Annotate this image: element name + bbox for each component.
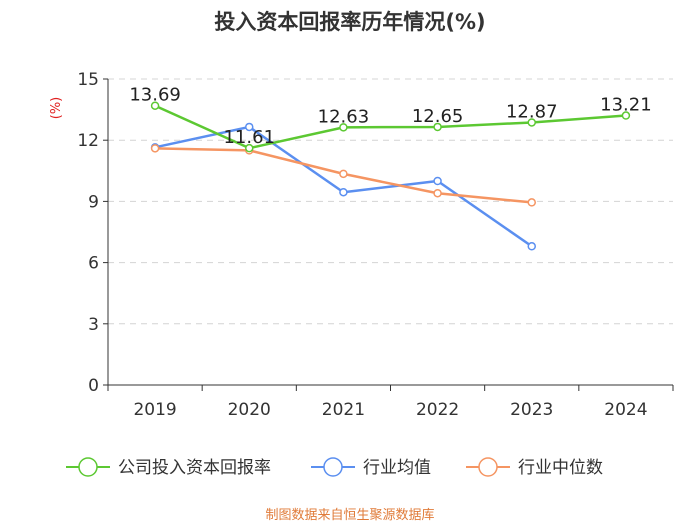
data-point-s0-2024[interactable] [621,111,631,120]
data-point-s2-2023[interactable] [527,198,536,207]
data-label-2019: 13.69 [129,85,181,106]
x-tick-label-2022: 2022 [416,400,459,420]
data-label-2020: 11.61 [223,127,275,148]
legend-marker-0 [78,457,98,477]
data-point-s0-2023[interactable] [527,118,536,127]
data-label-2021: 12.63 [318,106,370,127]
legend-marker-1 [323,457,343,477]
source-note: 制图数据来自恒生聚源数据库 [265,507,434,523]
series-layer [150,101,631,251]
data-point-s0-2019[interactable] [150,101,160,110]
y-axis-label: (%) [49,97,64,120]
x-tick-label-2019: 2019 [133,400,176,420]
series-line-1 [154,125,533,248]
legend-label-0: 公司投入资本回报率 [118,458,271,478]
data-label-2022: 12.65 [412,106,464,127]
data-point-s2-2021[interactable] [339,169,348,179]
data-point-s1-2020[interactable] [245,122,254,132]
data-labels: 13.69 11.61 12.63 12.65 12.87 13.21 [129,85,651,148]
x-tick-label-2024: 2024 [604,400,647,420]
data-point-s0-2022[interactable] [433,122,442,132]
data-label-2024: 13.21 [600,95,652,116]
x-tick-label-2023: 2023 [510,400,553,420]
y-tick-label-3: 3 [88,315,99,335]
data-label-2023: 12.87 [506,101,558,122]
data-point-s1-2022[interactable] [433,176,442,186]
data-point-s1-2021[interactable] [339,187,348,197]
data-point-s0-2020[interactable] [245,143,254,153]
legend-item-0[interactable]: 公司投入资本回报率 [66,457,271,478]
y-tick-label-15: 15 [77,70,99,90]
data-point-s2-2022[interactable] [433,188,442,198]
data-point-s0-2021[interactable] [339,123,348,132]
legend-label-2: 行业中位数 [518,458,603,478]
y-tick-label-6: 6 [88,254,99,274]
legend-item-1[interactable]: 行业均值 [311,457,431,478]
axes: 0 3 6 9 12 15 2019 2020 2021 2022 2023 2024 [77,70,674,420]
x-tick-label-2021: 2021 [322,400,365,420]
y-tick-label-12: 12 [77,131,99,151]
data-point-s2-2019[interactable] [150,144,160,153]
grid [108,78,673,325]
legend-item-2[interactable]: 行业中位数 [466,457,603,478]
legend-marker-2 [478,457,498,477]
x-tick-label-2020: 2020 [228,400,271,420]
legend[interactable]: 公司投入资本回报率 行业均值 行业中位数 [66,457,603,478]
series-line-0 [154,104,627,150]
chart-title: 投入资本回报率历年情况(%) [214,10,485,34]
y-tick-label-0: 0 [88,376,99,396]
data-point-s1-2023[interactable] [527,242,536,251]
y-tick-label-9: 9 [88,192,99,212]
legend-label-1: 行业均值 [363,458,431,478]
